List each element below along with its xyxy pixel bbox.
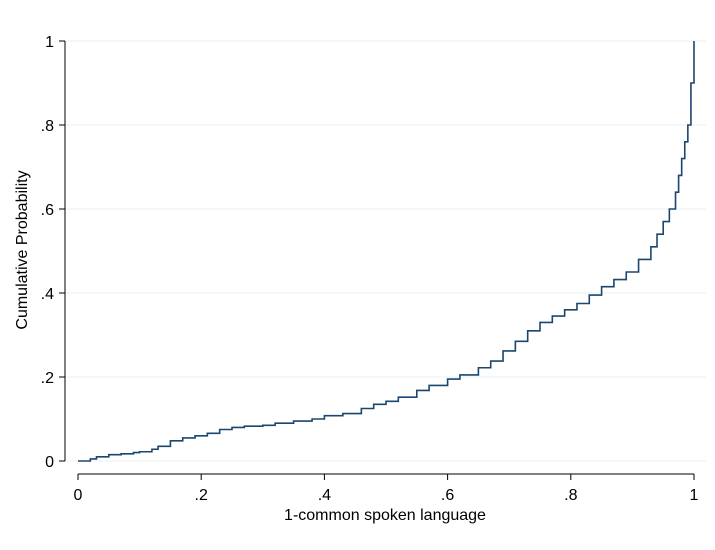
y-axis-label: Cumulative Probability (14, 170, 31, 329)
x-tick-label: 0 (74, 487, 83, 504)
y-tick-label: 0 (45, 454, 54, 471)
x-tick-label: .2 (195, 487, 208, 504)
y-tick-label: .4 (41, 286, 54, 303)
x-tick-label: .4 (318, 487, 331, 504)
x-tick-label: .8 (564, 487, 577, 504)
x-tick-label: .6 (441, 487, 454, 504)
y-tick-label: .8 (41, 118, 54, 135)
gridlines (65, 40, 706, 462)
y-tick-label: .6 (41, 202, 54, 219)
axes: 0 .2 .4 .6 .8 1 0 .2 .4 .6 .8 1 (41, 34, 699, 504)
x-tick-label: 1 (690, 487, 699, 504)
series-layer (78, 41, 695, 462)
cdf-series-line (78, 41, 695, 462)
y-tick-label: .2 (41, 370, 54, 387)
x-axis-label: 1-common spoken language (284, 507, 486, 524)
y-tick-label: 1 (45, 34, 54, 51)
